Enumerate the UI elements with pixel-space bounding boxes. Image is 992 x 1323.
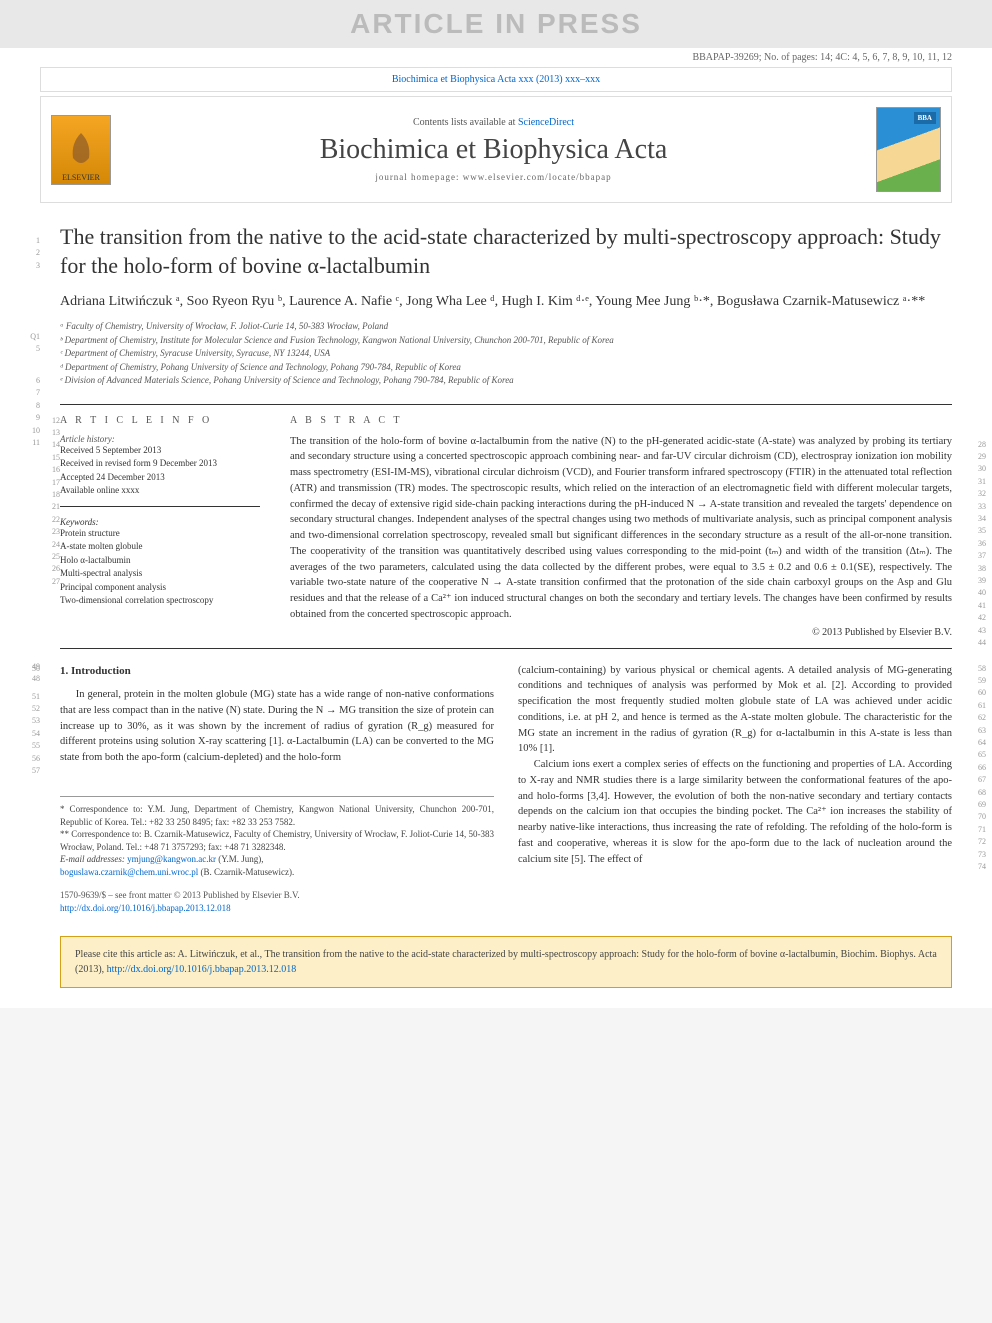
journal-homepage: journal homepage: www.elsevier.com/locat…: [111, 172, 876, 182]
publisher-name: ELSEVIER: [62, 173, 100, 182]
section-1-heading: 1. Introduction: [60, 663, 494, 680]
elsevier-logo: ELSEVIER: [51, 115, 111, 185]
email-link-1[interactable]: ymjung@kangwon.ac.kr: [127, 854, 216, 864]
line-numbers-authors: Q15: [26, 331, 40, 356]
keywords-label: Keywords:: [60, 517, 260, 527]
keyword: Principal component analysis: [60, 581, 260, 595]
history-received: Received 5 September 2013: [60, 444, 260, 458]
cover-label: BBA: [914, 112, 936, 124]
article-info-sidebar: A R T I C L E I N F O Article history: R…: [60, 404, 260, 638]
citation-doi-link[interactable]: http://dx.doi.org/10.1016/j.bbapap.2013.…: [107, 964, 297, 975]
correspondence-2: ** Correspondence to: B. Czarnik-Matusew…: [60, 828, 494, 853]
copyright-footer: 1570-9639/$ – see front matter © 2013 Pu…: [60, 889, 494, 916]
authors-list: Adriana Litwińczuk ᵃ, Soo Ryeon Ryu ᵇ, L…: [60, 294, 952, 310]
keyword: Protein structure: [60, 527, 260, 541]
keyword: A-state molten globule: [60, 540, 260, 554]
intro-para-3: Calcium ions exert a complex series of e…: [518, 757, 952, 867]
correspondence-1: * Correspondence to: Y.M. Jung, Departme…: [60, 803, 494, 828]
history-revised: Received in revised form 9 December 2013: [60, 457, 260, 471]
keyword: Two-dimensional correlation spectroscopy: [60, 594, 260, 608]
doi-link[interactable]: http://dx.doi.org/10.1016/j.bbapap.2013.…: [60, 903, 231, 913]
abstract-copyright: © 2013 Published by Elsevier B.V.: [290, 627, 952, 638]
history-online: Available online xxxx: [60, 484, 260, 498]
footnotes: * Correspondence to: Y.M. Jung, Departme…: [60, 796, 494, 879]
abstract-text: The transition of the holo-form of bovin…: [290, 434, 952, 623]
article-in-press-banner: ARTICLE IN PRESS: [0, 0, 992, 48]
email-addresses: E-mail addresses: ymjung@kangwon.ac.kr (…: [60, 853, 494, 878]
journal-name: Biochimica et Biophysica Acta: [111, 134, 876, 166]
history-label: Article history:: [60, 434, 260, 444]
line-numbers-affiliations: 678 91011: [26, 375, 40, 449]
intro-para-1: In general, protein in the molten globul…: [60, 687, 494, 766]
article-title: The transition from the native to the ac…: [60, 223, 952, 280]
abstract-heading: A B S T R A C T: [290, 404, 952, 426]
journal-reference: Biochimica et Biophysica Acta xxx (2013)…: [40, 67, 952, 92]
body-column-left: 50 1. Introduction 5152 5354 5556 57 In …: [60, 663, 494, 916]
intro-para-2: (calcium-containing) by various physical…: [518, 663, 952, 758]
sciencedirect-link[interactable]: ScienceDirect: [518, 117, 574, 128]
abstract-block: 282930 313233 343536 373839 404142 4344 …: [290, 415, 952, 638]
line-number-section: 50: [26, 663, 40, 675]
journal-header: ELSEVIER Contents lists available at Sci…: [40, 96, 952, 203]
keyword: Holo α-lactalbumin: [60, 554, 260, 568]
keyword: Multi-spectral analysis: [60, 567, 260, 581]
body-column-right: 5859 6061 6263 6465 6667 6869 7071 7273 …: [518, 663, 952, 916]
contents-line: Contents lists available at ScienceDirec…: [111, 117, 876, 128]
line-numbers-col2: 5859 6061 6263 6465 6667 6869 7071 7273 …: [972, 663, 986, 874]
line-numbers-title: 123: [26, 235, 40, 272]
citation-box: Please cite this article as: A. Litwińcz…: [60, 936, 952, 988]
affiliations: ᵃ Faculty of Chemistry, University of Wr…: [60, 320, 952, 388]
email-link-2[interactable]: boguslawa.czarnik@chem.uni.wroc.pl: [60, 867, 198, 877]
line-numbers-col1: 5152 5354 5556 57: [26, 691, 40, 778]
article-info-heading: A R T I C L E I N F O: [60, 415, 260, 426]
document-id: BBAPAP-39269; No. of pages: 14; 4C: 4, 5…: [0, 48, 992, 67]
line-numbers-abstract: 282930 313233 343536 373839 404142 4344: [972, 439, 986, 650]
journal-cover-thumbnail: BBA: [876, 107, 941, 192]
line-numbers-info: 121314 151617 18 212223 242526 27: [46, 415, 60, 588]
history-accepted: Accepted 24 December 2013: [60, 471, 260, 485]
